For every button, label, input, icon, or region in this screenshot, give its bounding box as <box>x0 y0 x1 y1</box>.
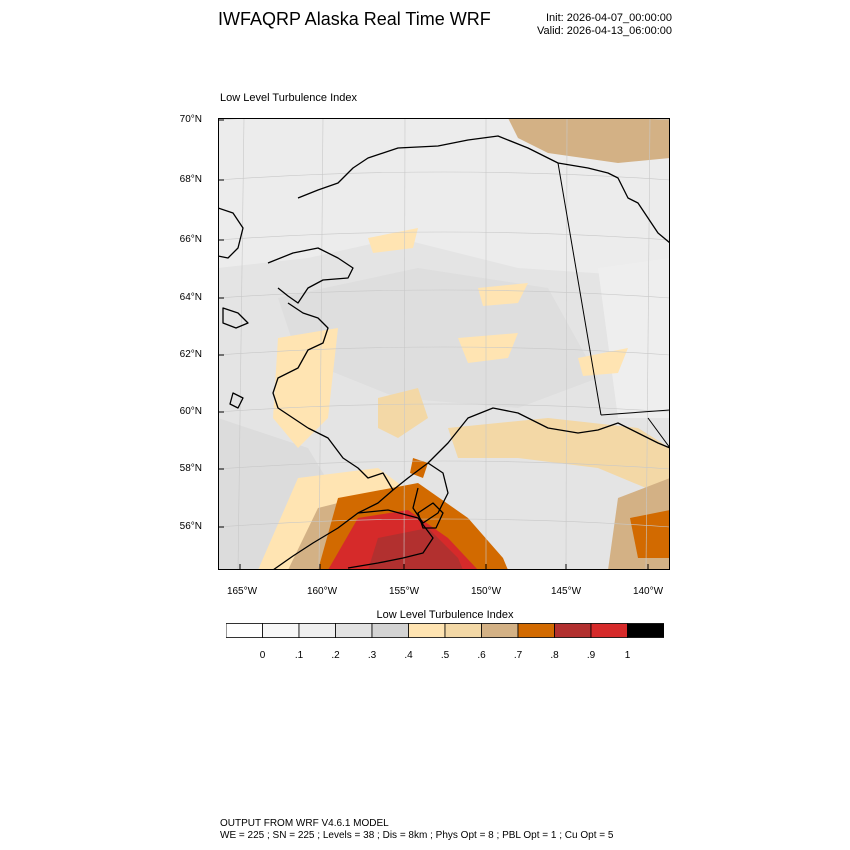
cream-region-west <box>273 328 338 448</box>
colorbar-swatch-2 <box>298 623 336 638</box>
colorbar-tick-label: .7 <box>513 650 523 661</box>
colorbar-swatch-8 <box>517 623 555 638</box>
colorbar-swatch-4 <box>371 623 409 638</box>
colorbar-title: Low Level Turbulence Index <box>376 609 514 621</box>
border-panhandle-inner <box>647 417 670 449</box>
cream-patch-1 <box>378 388 428 438</box>
lat-label-64: 64°N <box>179 292 202 303</box>
cream-patch-5 <box>578 348 628 376</box>
lat-label-62: 62°N <box>179 349 202 360</box>
island-stlawrence <box>222 307 249 329</box>
island-nunivak <box>229 392 244 409</box>
lon-label-165w: 165°W <box>226 586 258 597</box>
cream-patch-3 <box>478 283 528 306</box>
colorbar-tick-label: .3 <box>367 650 377 661</box>
colorbar-tick-label: .2 <box>331 650 340 661</box>
lat-label-58: 58°N <box>179 463 202 474</box>
borders <box>557 162 670 449</box>
colorbar-swatch-11 <box>627 623 664 638</box>
lon-label-150w: 150°W <box>470 586 502 597</box>
coast-west <box>218 207 244 259</box>
map-subtitle: Low Level Turbulence Index <box>220 92 357 104</box>
colorbar-swatch-1 <box>262 623 300 638</box>
lat-label-66: 66°N <box>179 234 202 245</box>
colorbar-swatch-10 <box>590 623 628 638</box>
colorbar-tick-label: .9 <box>586 650 596 661</box>
graticule-lon-140 <box>645 118 651 570</box>
light-region-north <box>218 118 670 278</box>
lat-ticks <box>218 119 224 528</box>
colorbar-tick-label: .6 <box>477 650 486 661</box>
valid-time: Valid: 2026-04-13_06:00:00 <box>537 25 672 37</box>
colorbar-tick-label: .5 <box>440 650 450 661</box>
colorbar-swatch-0 <box>226 623 263 638</box>
cream-patch-2 <box>458 333 518 363</box>
colorbar-swatch-5 <box>408 623 446 638</box>
cream-region-southcoast <box>448 418 670 498</box>
lat-label-68: 68°N <box>179 174 202 185</box>
border-alaska-yukon <box>557 162 602 416</box>
graticule-lat-60 <box>218 403 670 413</box>
colorbar-tick-label: 1 <box>624 650 631 661</box>
border-panhandle <box>600 409 670 416</box>
turbulence-map <box>218 118 670 570</box>
darkred-region-peninsula <box>368 528 463 570</box>
coast-arctic <box>297 135 670 244</box>
graticule-lat-56 <box>218 518 670 528</box>
graticule-lon-145 <box>565 118 568 570</box>
lon-label-140w: 140°W <box>632 586 664 597</box>
graticule-lon-155 <box>403 118 406 570</box>
coast-south <box>392 407 670 491</box>
graticule-lon-165 <box>237 118 245 570</box>
footer-model: OUTPUT FROM WRF V4.6.1 MODEL <box>220 818 389 829</box>
graticule-lat-66 <box>218 231 670 241</box>
coast-kenai <box>412 462 449 524</box>
main-title: IWFAQRP Alaska Real Time WRF <box>218 9 491 29</box>
lon-label-155w: 155°W <box>388 586 420 597</box>
lon-ticks <box>239 564 649 570</box>
lon-label-160w: 160°W <box>306 586 338 597</box>
graticule <box>218 118 670 570</box>
graticule-lat-64 <box>218 289 670 299</box>
colorbar-swatch-7 <box>481 623 519 638</box>
colorbar <box>226 623 664 638</box>
graticule-lat-62 <box>218 346 670 356</box>
lon-label-145w: 145°W <box>550 586 582 597</box>
lat-label-56: 56°N <box>179 521 202 532</box>
coast-norton <box>272 302 329 429</box>
lat-label-60: 60°N <box>179 406 202 417</box>
graticule-lat-58 <box>218 460 670 470</box>
lat-label-70: 70°N <box>179 114 202 125</box>
coast-seward <box>267 247 354 304</box>
colorbar-tick-label: .8 <box>550 650 559 661</box>
colorbar-swatch-3 <box>335 623 373 638</box>
colorbar-swatch-9 <box>554 623 592 638</box>
colorbar-tick-label: .1 <box>294 650 304 661</box>
cream-patch-4 <box>368 228 418 253</box>
footer: OUTPUT FROM WRF V4.6.1 MODEL WE = 225 ; … <box>220 818 613 842</box>
graticule-lat-68 <box>218 171 670 181</box>
light-region-east <box>598 258 670 418</box>
colorbar-tick-label: 0 <box>259 650 266 661</box>
tan-region-northslope <box>508 118 670 163</box>
footer-config: WE = 225 ; SN = 225 ; Levels = 38 ; Dis … <box>220 830 614 841</box>
init-valid-block: Init: 2026-04-07_00:00:00 Valid: 2026-04… <box>537 12 672 38</box>
orange-region-gulf-east <box>630 510 670 558</box>
island-kodiak <box>417 502 444 529</box>
init-time: Init: 2026-04-07_00:00:00 <box>546 12 672 24</box>
coastlines <box>218 135 670 570</box>
map-border <box>218 118 670 570</box>
coast-peninsula-south <box>347 509 434 569</box>
colorbar-tick-label: .4 <box>404 650 413 661</box>
colorbar-swatch-6 <box>444 623 482 638</box>
